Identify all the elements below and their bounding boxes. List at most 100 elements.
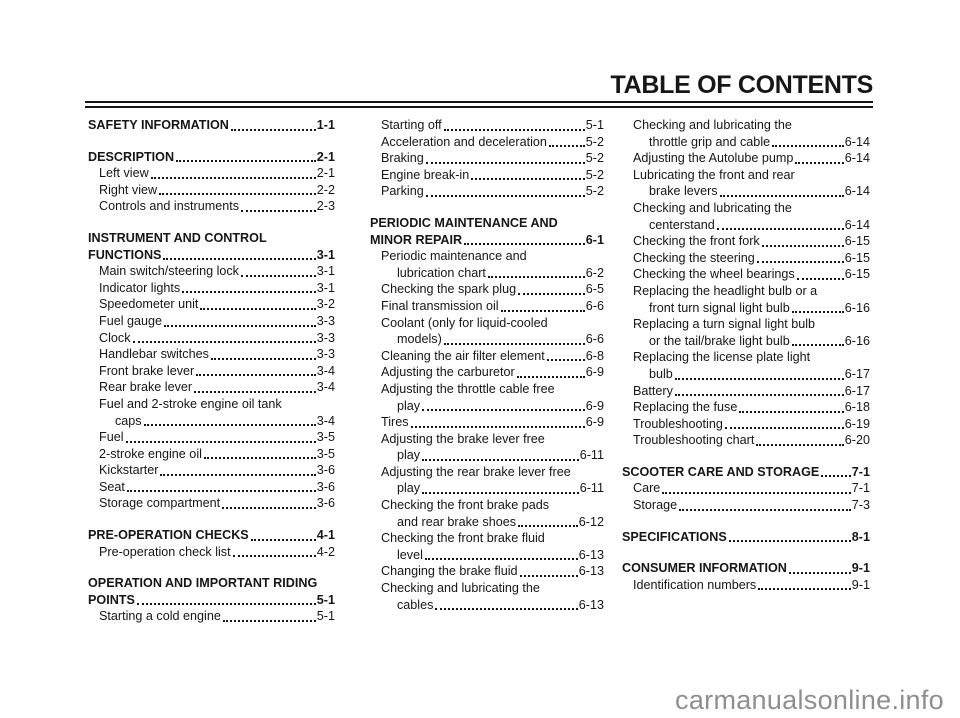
toc-entry-label: Replacing a turn signal light bulb [633, 317, 816, 332]
toc-item-entry: Starting a cold engine 5-1 [88, 608, 335, 625]
toc-entry-page: 3-4 [316, 363, 335, 378]
toc-entry-label: Seat [99, 479, 125, 494]
toc-entry-page: 6-15 [844, 250, 870, 265]
toc-section-entry: PERIODIC MAINTENANCE AND [370, 215, 604, 232]
dot-leader [724, 427, 844, 430]
toc-item-entry: Speedometer unit 3-2 [88, 296, 335, 313]
toc-entry-page: 2-2 [316, 182, 335, 197]
toc-item-entry: Rear brake lever 3-4 [88, 379, 335, 396]
dot-leader [182, 291, 316, 294]
dot-leader [410, 425, 585, 428]
toc-item-entry: Pre-operation check list 4-2 [88, 544, 335, 561]
dot-leader [422, 458, 579, 461]
toc-item-entry: Front brake lever 3-4 [88, 363, 335, 380]
toc-item-entry: Replacing the license plate light [622, 349, 870, 366]
dot-leader [210, 357, 316, 360]
toc-entry-label: Controls and instruments [99, 199, 239, 214]
dot-leader [435, 608, 578, 611]
toc-entry-label: centerstand [649, 217, 715, 232]
dot-leader [443, 342, 585, 345]
section-gap [622, 514, 870, 529]
toc-entry-label: and rear brake shoes [397, 514, 517, 529]
dot-leader [795, 161, 844, 164]
toc-item-entry: Starting off 5-1 [370, 117, 604, 134]
toc-entry-page: 6-20 [844, 433, 870, 448]
toc-section-entry: SAFETY INFORMATION 1-1 [88, 117, 335, 134]
toc-entry-label: level [397, 547, 423, 562]
toc-entry-label: PERIODIC MAINTENANCE AND [370, 215, 558, 230]
header-double-rule [85, 101, 873, 108]
toc-column-right: Checking and lubricating the throttle gri… [622, 117, 870, 593]
toc-item-entry: Kickstarter 3-6 [88, 462, 335, 479]
toc-item-entry: models) 6-6 [370, 331, 604, 348]
toc-item-entry: Adjusting the carburetor 6-9 [370, 364, 604, 381]
section-gap [88, 512, 335, 527]
dot-leader [761, 244, 844, 247]
toc-item-entry: and rear brake shoes 6-12 [370, 514, 604, 531]
dot-leader [716, 228, 844, 231]
dot-leader [230, 128, 316, 131]
toc-entry-label: Adjusting the brake lever free [381, 431, 545, 446]
toc-entry-label: Adjusting the Autolube pump [633, 151, 794, 166]
toc-entry-page: 2-1 [316, 166, 335, 181]
toc-entry-label: Checking the front fork [633, 234, 760, 249]
toc-item-entry: Right view 2-2 [88, 182, 335, 199]
toc-entry-page: 5-1 [316, 592, 335, 607]
toc-entry-label: Checking the front brake fluid [381, 531, 545, 546]
toc-entry-label: Identification numbers [633, 577, 757, 592]
toc-entry-label: Clock [99, 330, 131, 345]
toc-item-entry: Fuel 3-5 [88, 429, 335, 446]
toc-entry-page: 6-17 [844, 366, 870, 381]
toc-entry-page: 6-11 [579, 481, 604, 496]
toc-entry-label: Checking and lubricating the [381, 581, 540, 596]
toc-entry-page: 5-1 [585, 118, 604, 132]
toc-entry-label: Handlebar switches [99, 347, 209, 362]
toc-entry-page: 1-1 [316, 118, 335, 132]
toc-entry-label: caps [115, 413, 142, 428]
toc-entry-label: Left view [99, 166, 149, 181]
toc-item-entry: Checking the front brake fluid [370, 530, 604, 547]
toc-entry-label: Speedometer unit [99, 297, 199, 312]
toc-entry-page: 5-2 [585, 151, 604, 166]
dot-leader [200, 307, 316, 310]
dot-leader [160, 473, 316, 476]
toc-item-entry: caps 3-4 [88, 413, 335, 430]
toc-entry-page: 5-2 [585, 184, 604, 199]
toc-entry-page: 9-1 [851, 577, 870, 592]
toc-entry-page: 6-15 [844, 267, 870, 282]
page-title: TABLE OF CONTENTS [610, 71, 874, 99]
toc-entry-label: Battery [633, 383, 673, 398]
dot-leader [425, 161, 585, 164]
dot-leader [471, 178, 585, 181]
toc-entry-page: 3-4 [316, 413, 335, 428]
toc-entry-page: 6-8 [585, 348, 604, 363]
toc-item-entry: or the tail/brake light bulb 6-16 [622, 333, 870, 350]
toc-entry-page: 2-1 [316, 149, 335, 164]
dot-leader [232, 555, 316, 558]
toc-entry-label: Checking the spark plug [381, 282, 517, 297]
toc-entry-label: models) [397, 332, 442, 347]
toc-entry-label: 2-stroke engine oil [99, 446, 202, 461]
section-gap [88, 215, 335, 230]
toc-entry-page: 3-3 [316, 313, 335, 328]
toc-item-entry: Checking and lubricating the [622, 200, 870, 217]
section-gap [88, 560, 335, 575]
toc-item-entry: Braking 5-2 [370, 150, 604, 167]
toc-item-entry: Cleaning the air filter element 6-8 [370, 348, 604, 365]
toc-entry-page: 4-2 [316, 544, 335, 559]
toc-entry-page: 3-5 [316, 446, 335, 461]
toc-entry-page: 6-13 [578, 597, 604, 612]
dot-leader [791, 344, 844, 347]
toc-entry-label: PRE-OPERATION CHECKS [88, 528, 249, 543]
toc-item-entry: bulb 6-17 [622, 366, 870, 383]
toc-entry-page: 6-12 [578, 514, 604, 529]
toc-entry-page: 2-3 [316, 199, 335, 214]
dot-leader [821, 475, 851, 478]
dot-leader [143, 424, 316, 427]
toc-entry-page: 6-13 [578, 564, 604, 579]
toc-section-entry: DESCRIPTION 2-1 [88, 149, 335, 166]
toc-entry-label: brake levers [649, 184, 718, 199]
toc-item-entry: Replacing the headlight bulb or a [622, 283, 870, 300]
toc-item-entry: Checking the front fork 6-15 [622, 233, 870, 250]
dot-leader [548, 145, 585, 148]
